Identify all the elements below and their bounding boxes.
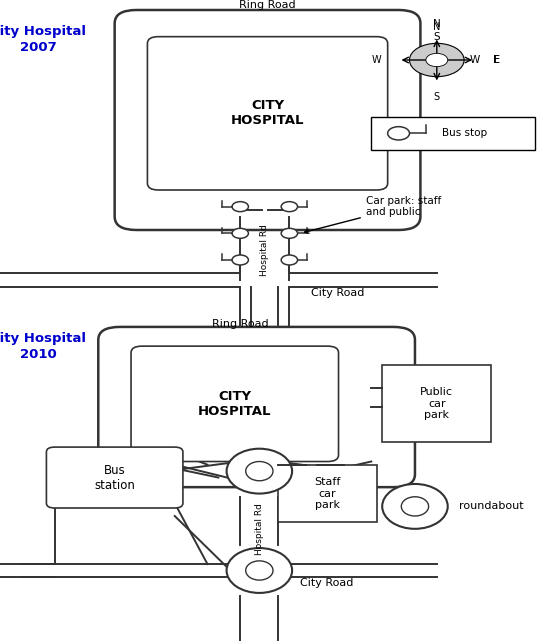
- Ellipse shape: [382, 484, 448, 529]
- Circle shape: [281, 228, 298, 238]
- Circle shape: [232, 228, 248, 238]
- Text: CITY
HOSPITAL: CITY HOSPITAL: [198, 390, 271, 418]
- Text: City Hospital
2007: City Hospital 2007: [0, 26, 86, 54]
- Ellipse shape: [227, 449, 292, 494]
- Text: Ring Road: Ring Road: [239, 0, 296, 10]
- Circle shape: [232, 255, 248, 265]
- FancyBboxPatch shape: [131, 346, 339, 462]
- Circle shape: [281, 255, 298, 265]
- Circle shape: [232, 202, 248, 212]
- Text: Bus stop: Bus stop: [442, 128, 488, 138]
- FancyBboxPatch shape: [147, 37, 388, 190]
- Text: City Hospital
2010: City Hospital 2010: [0, 331, 86, 361]
- FancyBboxPatch shape: [115, 10, 420, 230]
- FancyBboxPatch shape: [46, 447, 183, 508]
- Text: N: N: [433, 22, 441, 31]
- Ellipse shape: [227, 548, 292, 593]
- Text: Public
car
park: Public car park: [420, 387, 453, 420]
- Text: Car park: staff
and public: Car park: staff and public: [305, 196, 441, 233]
- Circle shape: [388, 127, 410, 140]
- Circle shape: [281, 202, 298, 212]
- FancyBboxPatch shape: [98, 327, 415, 487]
- Text: N: N: [433, 19, 441, 29]
- Ellipse shape: [246, 462, 273, 481]
- Text: Staff
car
park: Staff car park: [314, 477, 341, 510]
- Text: City Road: City Road: [300, 578, 354, 588]
- Text: S: S: [434, 92, 440, 102]
- Bar: [371, 117, 535, 150]
- Text: Hospital Rd: Hospital Rd: [260, 224, 269, 276]
- Ellipse shape: [246, 561, 273, 580]
- Circle shape: [410, 44, 464, 77]
- Text: W: W: [470, 55, 480, 65]
- Text: Hospital Rd: Hospital Rd: [255, 503, 264, 554]
- Text: Ring Road: Ring Road: [212, 319, 269, 329]
- Text: E: E: [492, 55, 499, 65]
- Bar: [382, 365, 491, 442]
- Text: Bus
station: Bus station: [94, 463, 135, 492]
- Text: CITY
HOSPITAL: CITY HOSPITAL: [231, 99, 304, 128]
- Circle shape: [426, 53, 448, 67]
- Text: S: S: [434, 31, 440, 42]
- Text: roundabout: roundabout: [459, 501, 523, 512]
- Text: City Road: City Road: [311, 288, 365, 298]
- Text: E: E: [494, 55, 500, 65]
- Bar: [278, 465, 377, 522]
- Ellipse shape: [401, 497, 429, 516]
- Text: W: W: [372, 55, 382, 65]
